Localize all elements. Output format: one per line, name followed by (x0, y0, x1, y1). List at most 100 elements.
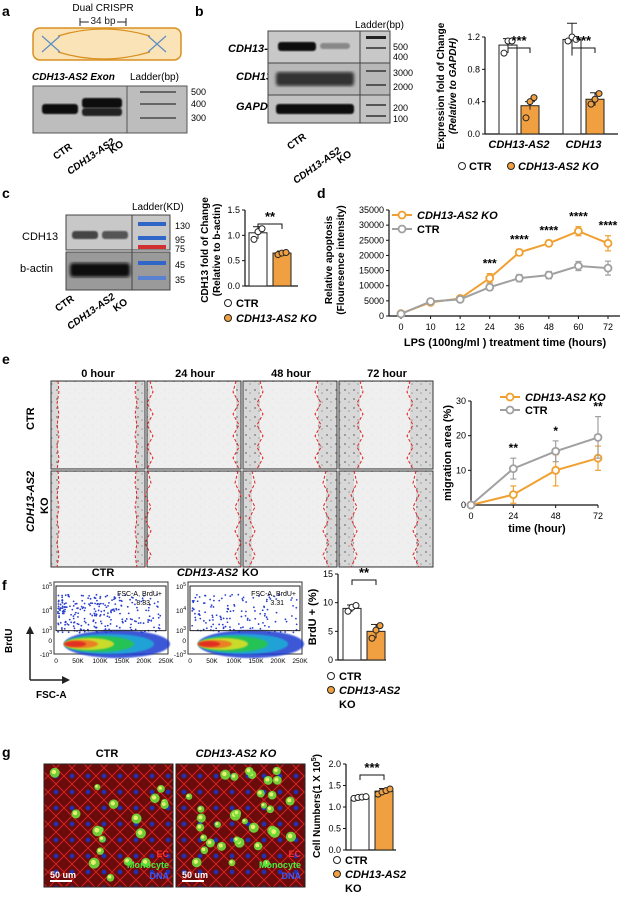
y-tick-label: 0.4 (467, 97, 480, 107)
flow-event (229, 595, 232, 598)
significance-stars: **** (599, 219, 618, 233)
flow-event (99, 614, 102, 616)
data-point (603, 263, 613, 273)
monocyte-nucleus (250, 824, 256, 830)
flow-event (111, 599, 113, 602)
data-point (508, 37, 516, 45)
flow-event (194, 616, 197, 619)
flow-event (137, 622, 140, 625)
chart-g: 0.0 0.5 1.0 1.5 2.0 Cell Numbers(1 X 105) *** C… (311, 754, 406, 895)
flow-event (61, 599, 63, 602)
blot-c-row-1: CDH13 (22, 231, 58, 243)
data-point (250, 235, 258, 243)
monocyte-nucleus (193, 859, 199, 864)
x-tick-label: 10 (426, 322, 436, 332)
scratch-row-ko-2: KO (39, 497, 51, 514)
flow-event (254, 617, 257, 620)
flow-event (93, 612, 96, 615)
time-48h: 48 hour (271, 368, 311, 380)
panel-d-label: d (317, 185, 326, 201)
flow-event (215, 614, 218, 617)
data-point (368, 634, 376, 642)
flow-event (61, 601, 64, 604)
flow-event (295, 606, 298, 609)
flow-event (210, 604, 213, 606)
flow-event (153, 602, 156, 605)
flow-event (224, 625, 227, 628)
x-tick-label: 0 (468, 511, 473, 521)
flow-event (110, 618, 112, 621)
crispr-scissors-right-icon (147, 35, 167, 53)
flow-event (83, 630, 86, 633)
flow-event (83, 609, 86, 612)
flow-y-tick: 0 (48, 638, 52, 645)
legend-ko: CDH13-AS2 KO (518, 161, 599, 173)
flow-event (222, 617, 225, 620)
flow-event (198, 610, 201, 612)
y-tick-label: 0.5 (328, 824, 341, 834)
series-line (470, 436, 599, 506)
flow-event (125, 618, 128, 620)
scratch-wound (150, 382, 236, 468)
flow-event (254, 610, 256, 612)
flow-x-tick: 0 (54, 658, 58, 665)
blot-b-ladder-5 (366, 104, 386, 106)
flow-event (112, 608, 115, 611)
flow-event (94, 621, 97, 624)
flow-event (204, 611, 207, 614)
flow-event (222, 627, 225, 630)
flow-event (141, 597, 144, 600)
y-label-1: Relative apoptosis (324, 215, 335, 304)
y-tick-label: 35000 (359, 205, 384, 215)
panel-b-label: b (195, 3, 204, 19)
flow-event (231, 593, 233, 596)
scratch-wound (58, 472, 136, 566)
flow-event (104, 628, 107, 630)
monocyte-nucleus (97, 848, 102, 853)
x-tick-label: 48 (551, 511, 561, 521)
time-0h: 0 hour (81, 368, 115, 380)
y-tick-label: 15000 (359, 266, 384, 276)
legend-ko-marker (397, 210, 407, 220)
flow-event (245, 610, 247, 613)
monocyte-nucleus (95, 784, 98, 788)
flow-event (59, 603, 62, 606)
y-tick-label: 0 (328, 655, 333, 665)
flow-event (153, 626, 155, 629)
flow-event (99, 597, 101, 600)
scratch-wound (58, 382, 136, 468)
flow-event (131, 601, 134, 604)
flow-event (263, 614, 266, 617)
data-point (544, 238, 554, 248)
flow-event (74, 603, 77, 605)
flow-ko-title-1: CDH13-AS2 (177, 567, 238, 579)
flow-event (245, 601, 248, 603)
legend-ko-1: CDH13-AS2 (339, 685, 400, 697)
flow-ko-title-2: KO (242, 567, 259, 579)
blot-b2-band (276, 72, 354, 86)
if-ko-title: CDH13-AS2 KO (196, 748, 277, 760)
gel-a-band-ko-1 (82, 98, 122, 108)
wound-edge-right (314, 380, 322, 470)
monocyte-nucleus (246, 768, 251, 773)
flow-event (99, 595, 102, 598)
flow-event (263, 605, 265, 608)
legend-ko-marker (327, 686, 335, 694)
flow-event (129, 626, 132, 629)
flow-x-tick: 100K (226, 658, 242, 665)
flow-event (61, 612, 64, 615)
flow-event (147, 621, 149, 623)
legend-ctr: CTR (469, 161, 492, 173)
flow-event (148, 615, 151, 618)
flow-event (194, 612, 196, 615)
flow-event (66, 623, 69, 625)
wound-edge-right (232, 380, 240, 470)
flow-event (249, 627, 252, 630)
x-tick-label: 72 (603, 322, 613, 332)
monocyte-nucleus (207, 840, 212, 845)
monocyte-nucleus (186, 794, 190, 798)
flow-event (102, 602, 105, 605)
ladder-c-45: 45 (175, 260, 185, 270)
flow-x-tick: 0 (188, 658, 192, 665)
flow-event (259, 612, 262, 615)
